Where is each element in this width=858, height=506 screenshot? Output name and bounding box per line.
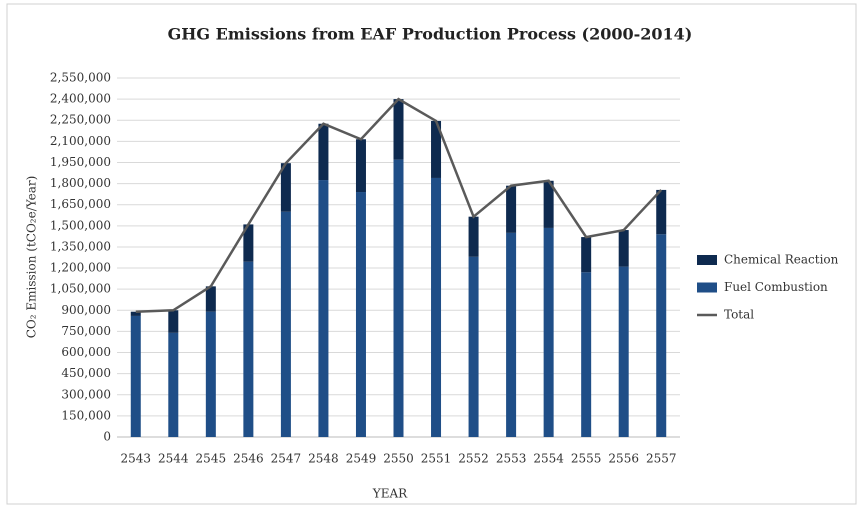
x-tick-label: 2548 xyxy=(308,452,339,466)
bar-segment xyxy=(205,311,216,437)
bar-segment xyxy=(656,189,667,235)
y-tick-label: 750,000 xyxy=(61,324,111,338)
y-axis-label: CO₂ Emission (tCO₂e/Year) xyxy=(25,176,39,339)
x-tick-label: 2546 xyxy=(233,452,264,466)
y-tick-label: 2,100,000 xyxy=(50,134,111,148)
y-tick-label: 1,800,000 xyxy=(50,176,111,190)
legend-swatch xyxy=(697,282,717,293)
y-tick-label: 1,050,000 xyxy=(50,282,111,296)
x-tick-label: 2554 xyxy=(533,452,564,466)
x-tick-label: 2555 xyxy=(571,452,602,466)
bar-segment xyxy=(130,311,141,316)
legend-label: Total xyxy=(724,308,754,322)
y-tick-label: 1,350,000 xyxy=(50,239,111,253)
bar-segment xyxy=(393,99,404,160)
y-tick-label: 150,000 xyxy=(61,408,111,422)
bar-segment xyxy=(318,180,329,437)
y-tick-label: 900,000 xyxy=(61,303,111,317)
bar-segment xyxy=(318,123,329,181)
y-tick-label: 2,550,000 xyxy=(50,71,111,85)
x-tick-label: 2543 xyxy=(120,452,151,466)
x-axis-label: YEAR xyxy=(372,487,408,501)
bar-segment xyxy=(581,272,592,437)
y-tick-label: 1,950,000 xyxy=(50,155,111,169)
bar-segment xyxy=(431,177,442,438)
x-tick-label: 2544 xyxy=(158,452,189,466)
bar-segment xyxy=(468,256,479,437)
bar-segment xyxy=(280,211,291,437)
bar-segment xyxy=(506,232,517,437)
y-tick-label: 300,000 xyxy=(61,387,111,401)
x-tick-label: 2553 xyxy=(496,452,527,466)
y-tick-label: 450,000 xyxy=(61,366,111,380)
bar-segment xyxy=(393,159,404,437)
bar-segment xyxy=(130,315,141,437)
x-tick-label: 2552 xyxy=(458,452,489,466)
x-tick-label: 2549 xyxy=(346,452,377,466)
y-tick-label: 0 xyxy=(103,430,111,444)
y-tick-label: 2,250,000 xyxy=(50,113,111,127)
bar-segment xyxy=(618,230,629,267)
x-tick-label: 2550 xyxy=(383,452,414,466)
chart-title: GHG Emissions from EAF Production Proces… xyxy=(168,25,693,44)
legend-swatch xyxy=(697,255,717,265)
y-tick-label: 600,000 xyxy=(61,345,111,359)
bar-segment xyxy=(618,266,629,437)
x-tick-label: 2551 xyxy=(421,452,452,466)
legend-label: Fuel Combustion xyxy=(724,280,828,294)
bar-segment xyxy=(506,185,517,233)
bar-segment xyxy=(355,192,366,437)
y-tick-label: 1,200,000 xyxy=(50,261,111,275)
bar-segment xyxy=(656,234,667,437)
y-tick-label: 2,400,000 xyxy=(50,92,111,106)
x-tick-label: 2556 xyxy=(608,452,639,466)
legend-label: Chemical Reaction xyxy=(724,253,839,267)
y-tick-label: 1,650,000 xyxy=(50,197,111,211)
bar-segment xyxy=(280,163,291,212)
x-tick-label: 2547 xyxy=(271,452,302,466)
y-tick-label: 1,500,000 xyxy=(50,218,111,232)
bar-segment xyxy=(355,139,366,193)
bar-segment xyxy=(468,216,479,257)
x-tick-label: 2545 xyxy=(196,452,227,466)
bar-segment xyxy=(543,180,554,228)
bar-segment xyxy=(205,286,216,312)
bar-segment xyxy=(543,227,554,437)
bar-segment xyxy=(243,224,254,262)
x-tick-label: 2557 xyxy=(646,452,677,466)
total-line xyxy=(135,97,663,313)
bar-segment xyxy=(168,310,179,333)
bar-segment xyxy=(243,261,254,437)
bar-segment xyxy=(581,237,592,273)
bar-segment xyxy=(431,120,442,178)
bar-segment xyxy=(168,332,179,437)
